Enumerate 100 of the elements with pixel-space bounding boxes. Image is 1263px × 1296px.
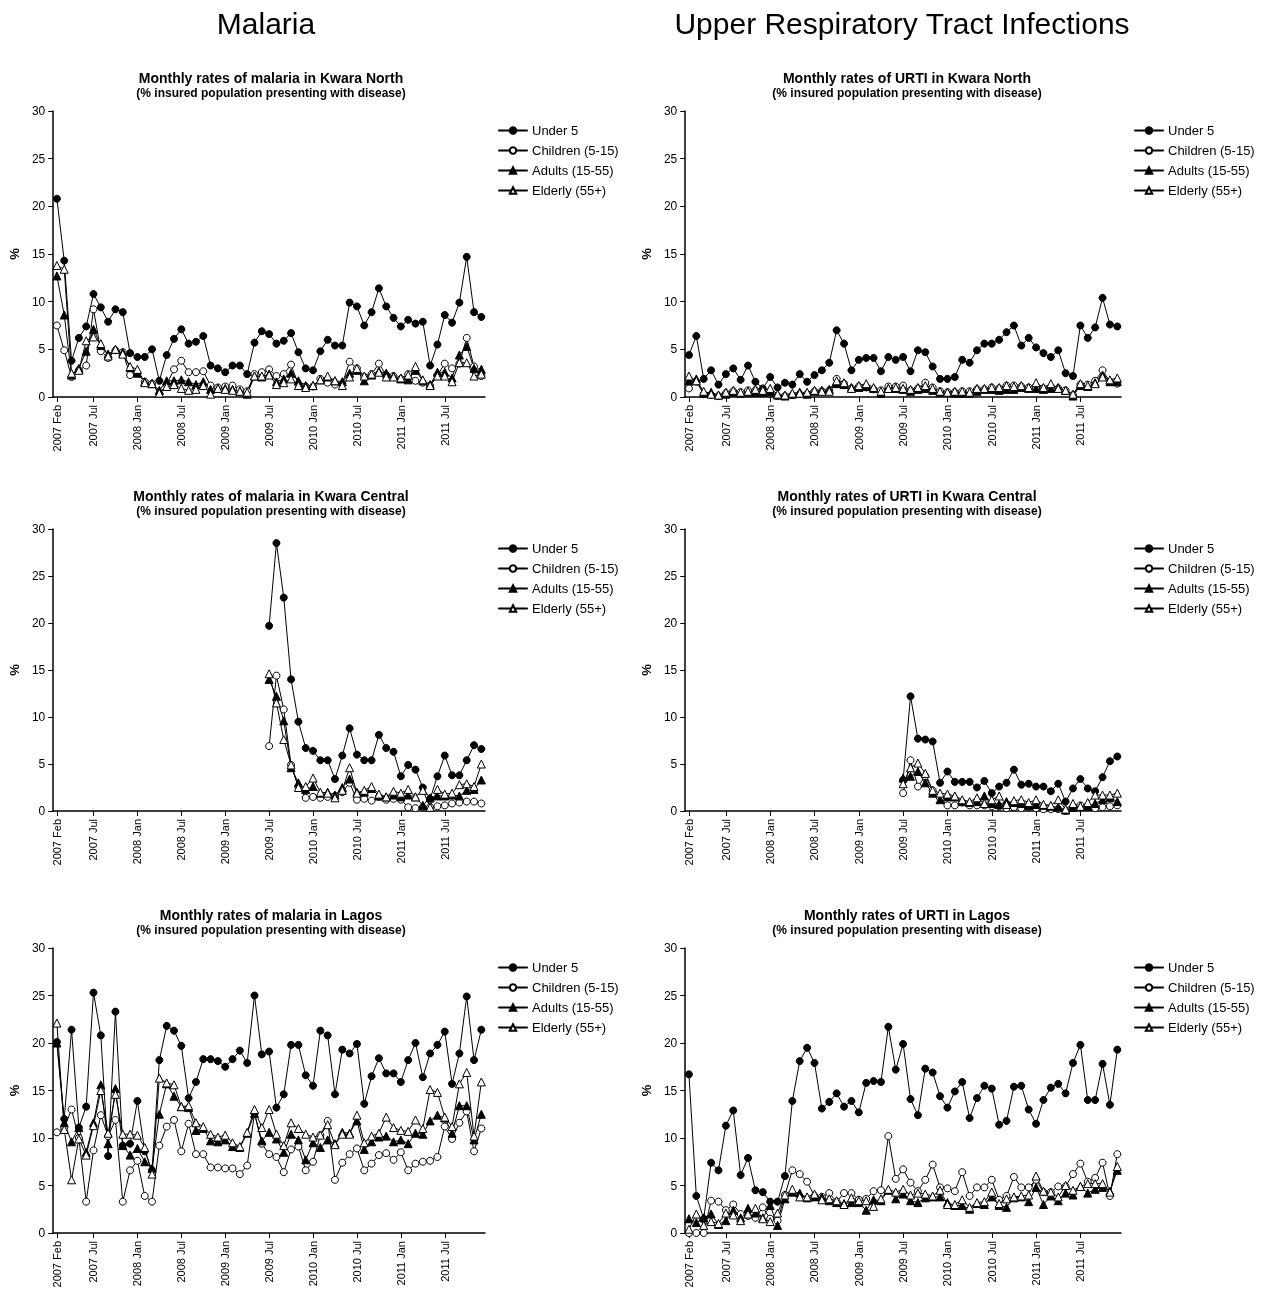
legend-label: Elderly (55+) [1168, 601, 1243, 616]
chart-subtitle: (% insured population presenting with disease) [136, 504, 406, 518]
x-tick-label: 2011 Jan [394, 819, 407, 864]
y-tick-label: 5 [670, 342, 678, 357]
y-tick-label: 25 [663, 569, 678, 583]
y-tick-label: 15 [663, 1083, 678, 1098]
x-tick-label: 2010 Jul [350, 1241, 363, 1283]
x-tick-label: 2009 Jan [219, 1241, 232, 1287]
y-tick-label: 25 [663, 988, 678, 1003]
x-tick-label: 2008 Jul [175, 405, 188, 447]
x-tick-label: 2010 Jan [941, 405, 954, 451]
y-axis-title: % [7, 1084, 22, 1097]
y-tick-label: 5 [38, 757, 46, 771]
chart-subtitle: (% insured population presenting with disease) [136, 923, 406, 937]
x-tick-label: 2010 Jul [350, 819, 363, 861]
x-tick-label: 2011 Jul [438, 1241, 451, 1282]
x-tick-label: 2010 Jul [985, 819, 998, 861]
legend-label: Elderly (55+) [532, 1020, 607, 1035]
legend-label: Adults (15-55) [1168, 1000, 1250, 1015]
y-tick-label: 15 [31, 663, 46, 677]
y-tick-label: 10 [31, 294, 46, 309]
x-tick-label: 2011 Jan [1030, 819, 1043, 864]
x-tick-label: 2008 Jul [175, 1241, 188, 1283]
y-tick-label: 30 [31, 522, 46, 536]
legend-label: Children (5-15) [1168, 561, 1255, 576]
y-tick-label: 30 [31, 941, 46, 955]
x-tick-label: 2007 Jul [87, 819, 100, 861]
y-tick-label: 25 [31, 569, 46, 583]
x-tick-label: 2007 Jul [87, 405, 100, 447]
y-tick-label: 20 [31, 1036, 46, 1050]
legend-label: Under 5 [1168, 960, 1215, 975]
y-tick-label: 10 [663, 710, 678, 724]
x-tick-label: 2009 Jul [263, 1241, 276, 1283]
y-tick-label: 20 [663, 199, 678, 214]
x-tick-label: 2008 Jul [808, 1241, 821, 1283]
legend-label: Adults (15-55) [532, 163, 614, 178]
y-tick-label: 30 [663, 941, 678, 955]
legend-label: Elderly (55+) [1168, 1020, 1243, 1035]
chart-title: Monthly rates of malaria in Kwara Central [133, 488, 409, 504]
chart-subtitle: (% insured population presenting with disease) [772, 504, 1042, 518]
chart-title: Monthly rates of URTI in Kwara North [782, 70, 1032, 86]
y-tick-label: 15 [663, 247, 678, 261]
x-tick-label: 2009 Jan [219, 405, 232, 451]
x-tick-label: 2007 Feb [682, 1241, 695, 1288]
chart-subtitle: (% insured population presenting with disease) [136, 86, 406, 100]
y-tick-label: 0 [670, 1226, 678, 1240]
x-tick-label: 2008 Jan [131, 405, 144, 451]
x-tick-label: 2009 Jan [219, 819, 232, 865]
y-tick-label: 25 [31, 151, 46, 166]
y-axis-title: % [639, 1084, 654, 1097]
x-tick-label: 2008 Jul [808, 405, 821, 447]
chart-title: Monthly rates of malaria in Lagos [159, 907, 383, 923]
y-axis-title: % [7, 663, 22, 676]
x-tick-label: 2009 Jul [897, 405, 910, 447]
y-tick-label: 10 [31, 710, 46, 724]
x-tick-label: 2007 Feb [682, 819, 695, 866]
y-axis-title: % [639, 663, 654, 676]
y-tick-label: 15 [31, 1083, 46, 1098]
x-tick-label: 2008 Jan [764, 405, 777, 451]
legend-label: Under 5 [532, 960, 579, 975]
y-tick-label: 10 [663, 1131, 678, 1145]
y-tick-label: 15 [663, 663, 678, 677]
legend-label: Adults (15-55) [532, 1000, 614, 1015]
x-tick-label: 2011 Jan [394, 405, 407, 450]
y-tick-label: 0 [38, 804, 46, 818]
legend-label: Under 5 [532, 541, 579, 556]
y-tick-label: 5 [670, 757, 678, 771]
x-tick-label: 2007 Jul [719, 405, 732, 447]
legend-label: Children (5-15) [532, 561, 619, 576]
legend-label: Adults (15-55) [1168, 163, 1250, 178]
x-tick-label: 2008 Jul [808, 819, 821, 861]
x-tick-label: 2011 Jul [438, 405, 451, 446]
x-tick-label: 2010 Jul [985, 405, 998, 447]
x-tick-label: 2007 Jul [87, 1241, 100, 1283]
legend-label: Children (5-15) [1168, 980, 1255, 995]
y-tick-label: 20 [663, 616, 678, 630]
x-tick-label: 2010 Jul [985, 1241, 998, 1283]
y-tick-label: 20 [31, 616, 46, 630]
chart-title: Monthly rates of malaria in Kwara North [138, 70, 404, 86]
legend-label: Children (5-15) [532, 980, 619, 995]
x-tick-label: 2011 Jan [1030, 1241, 1043, 1286]
chart-subtitle: (% insured population presenting with disease) [772, 86, 1042, 100]
x-tick-label: 2010 Jan [941, 819, 954, 865]
chart-title: Monthly rates of URTI in Kwara Central [777, 488, 1037, 504]
x-tick-label: 2008 Jan [131, 1241, 144, 1287]
y-tick-label: 10 [31, 1131, 46, 1145]
legend-label: Elderly (55+) [532, 183, 607, 198]
y-tick-label: 10 [663, 294, 678, 309]
y-tick-label: 5 [38, 1178, 46, 1193]
legend-label: Elderly (55+) [1168, 183, 1243, 198]
chart-title: Monthly rates of URTI in Lagos [803, 907, 1011, 923]
text: Malaria [216, 6, 316, 40]
x-tick-label: 2010 Jan [941, 1241, 954, 1287]
x-tick-label: 2011 Jul [1074, 819, 1087, 860]
text: Upper Respiratory Tract Infections [674, 6, 1130, 40]
x-tick-label: 2008 Jan [764, 819, 777, 865]
x-tick-label: 2010 Jul [350, 405, 363, 447]
x-tick-label: 2011 Jul [1074, 405, 1087, 446]
x-tick-label: 2007 Feb [50, 1241, 63, 1288]
legend-label: Elderly (55+) [532, 601, 607, 616]
